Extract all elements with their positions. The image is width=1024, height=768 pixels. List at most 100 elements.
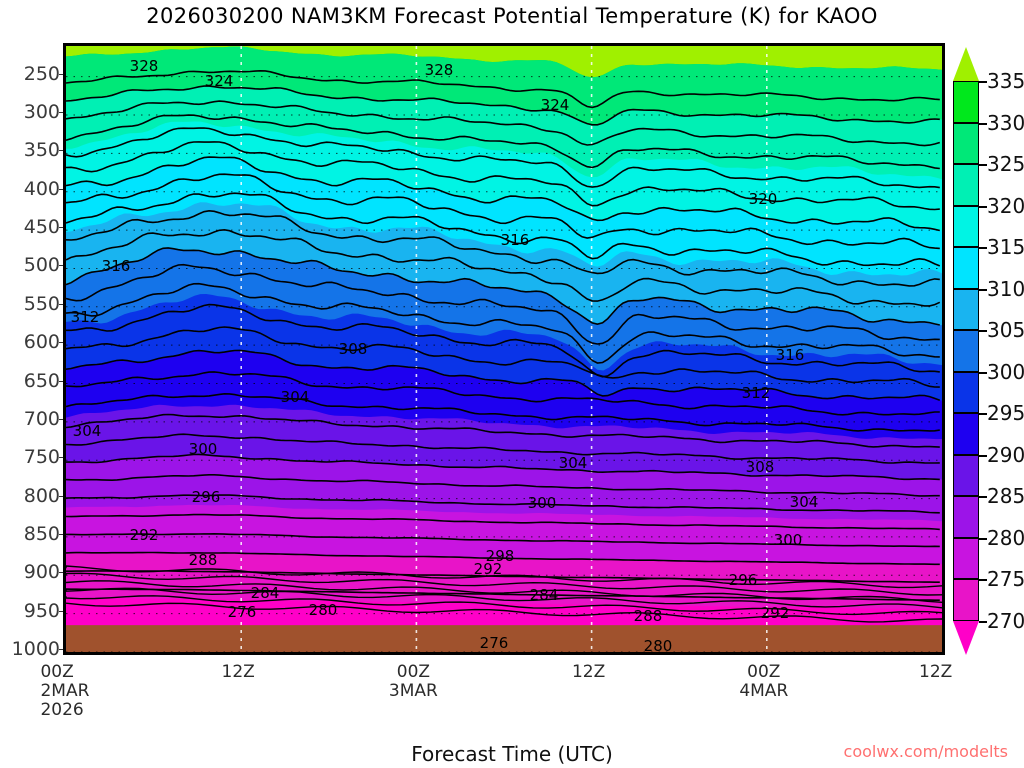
colorbar-tick-mark: [979, 413, 987, 416]
pressure-tick-label: 400: [23, 177, 60, 200]
contour-line-282: [66, 532, 940, 548]
contour-line-328: [66, 100, 941, 147]
pressure-tick-label: 500: [23, 254, 60, 277]
colorbar-tick-label: 305: [987, 318, 1024, 343]
pressure-tick-label: 250: [23, 62, 60, 85]
colorbar-cell: [953, 122, 979, 165]
colorbar-tick-mark: [979, 288, 987, 291]
colorbar-tick-label: 280: [987, 525, 1024, 550]
colorbar-tick-mark: [979, 621, 987, 623]
contour-line-near-surface: [66, 587, 942, 609]
contour-line-308: [66, 263, 940, 345]
pressure-tick-label: 750: [23, 446, 60, 469]
grid-lines: [66, 46, 942, 652]
colorbar-cell: [953, 330, 979, 372]
contour-line-294: [66, 413, 940, 448]
time-tick-time: 12Z: [221, 662, 255, 682]
time-tick-time: 00Z: [747, 662, 781, 682]
pressure-tick-label: 950: [23, 599, 60, 622]
contour-canvas: [66, 46, 942, 652]
contour-line-300: [66, 349, 941, 401]
page-title: 2026030200 NAM3KM Forecast Potential Tem…: [146, 4, 878, 28]
contour-line-near-surface: [66, 572, 942, 596]
contour-line-320: [66, 156, 940, 232]
colorbar-over-arrow: [953, 47, 979, 81]
pressure-tick-mark: [59, 495, 64, 497]
pressure-tick-label: 650: [23, 369, 60, 392]
colorbar-tick-mark: [979, 579, 987, 582]
contour-line-290: [66, 453, 940, 481]
time-tick-time: 12Z: [919, 662, 953, 682]
colorbar-cell: [953, 164, 979, 206]
time-axis: 00Z 2MAR 2026 12Z 00Z 3MAR 12Z 00Z 4MAR 12Z: [40, 657, 952, 737]
colorbar-tick-label: 335: [987, 69, 1024, 93]
pressure-axis: 250 300 350 400 450 500 550 600 650 700 750 800 850 9…: [0, 43, 64, 660]
contour-line-288: [66, 474, 940, 497]
contour-line-330: [66, 85, 940, 126]
contour-line-276: [66, 588, 940, 601]
colorbar-under-arrow: [953, 621, 979, 655]
pressure-tick-label: 1000: [11, 638, 60, 660]
colorbar-tick-label: 270: [987, 609, 1024, 633]
pressure-tick-label: 450: [23, 216, 60, 239]
colorbar-tick-mark: [979, 454, 987, 457]
colorbar-tick-mark: [979, 164, 987, 167]
time-tick-group: 12Z: [919, 663, 952, 682]
contour-line-310: [66, 247, 940, 326]
pressure-tick-label: 600: [23, 331, 60, 354]
colorbar-tick-label: 275: [987, 567, 1024, 592]
contour-line-318: [66, 173, 940, 250]
watermark-link[interactable]: coolwx.com/modelts: [843, 742, 1008, 761]
pressure-tick-label: 900: [23, 561, 60, 584]
contour-line-326: [66, 114, 940, 170]
contour-line-284: [66, 513, 940, 531]
contour-line-332: [66, 69, 940, 109]
fill-band-over-335: [66, 46, 942, 78]
contour-line-280: [66, 551, 940, 566]
colorbar-tick-mark: [979, 247, 987, 250]
colorbar-tick-label: 290: [987, 442, 1024, 467]
pressure-tick-mark: [59, 457, 64, 459]
pressure-tick-label: 300: [23, 101, 60, 124]
pressure-tick-mark: [59, 112, 64, 114]
colorbar-cell: [953, 205, 979, 248]
time-tick-time: 00Z: [40, 662, 74, 682]
time-tick-year: 2026: [40, 700, 84, 720]
pressure-tick-mark: [59, 188, 64, 190]
colorbar-cell: [953, 81, 979, 123]
contour-line-near-surface: [66, 595, 942, 616]
terrain-band: [66, 625, 942, 652]
pressure-tick-mark: [59, 265, 64, 267]
colorbar-tick-label: 320: [987, 193, 1024, 218]
colorbar-cell: [953, 496, 979, 538]
colorbar-tick-label: 330: [987, 110, 1024, 135]
time-tick-group: 00Z 4MAR: [739, 663, 788, 701]
colorbar-tick-mark: [979, 81, 987, 83]
time-tick-time: 12Z: [571, 662, 606, 682]
contour-line-296: [66, 392, 940, 432]
colorbar-cell: [953, 247, 979, 289]
colorbar-tick-label: 300: [987, 359, 1024, 384]
time-tick-group: 12Z: [222, 663, 255, 682]
contour-line-298: [66, 371, 940, 416]
contour-lines: [66, 69, 942, 623]
contour-line-316: [66, 192, 941, 267]
colorbar: 335 330 325 320 315 310 305 300 295 290 285 280 275 2…: [953, 47, 1024, 655]
contour-line-304: [66, 303, 940, 378]
pressure-tick-mark: [59, 227, 64, 229]
pressure-tick-mark: [59, 150, 64, 152]
pressure-tick-mark: [59, 303, 64, 305]
colorbar-tick-label: 285: [987, 484, 1024, 509]
colorbar-tick-mark: [979, 330, 987, 333]
colorbar-tick-label: 315: [987, 235, 1024, 260]
time-tick-group: 00Z 3MAR: [389, 663, 438, 701]
contour-line-286: [66, 494, 940, 514]
colorbar-cell: [953, 537, 979, 580]
x-axis-title: Forecast Time (UTC): [411, 742, 613, 766]
contour-line-near-surface: [66, 565, 942, 589]
pressure-tick-mark: [59, 610, 64, 612]
contour-line-322: [66, 141, 940, 211]
pressure-tick-label: 700: [23, 407, 60, 430]
pressure-tick-label: 550: [23, 292, 60, 315]
